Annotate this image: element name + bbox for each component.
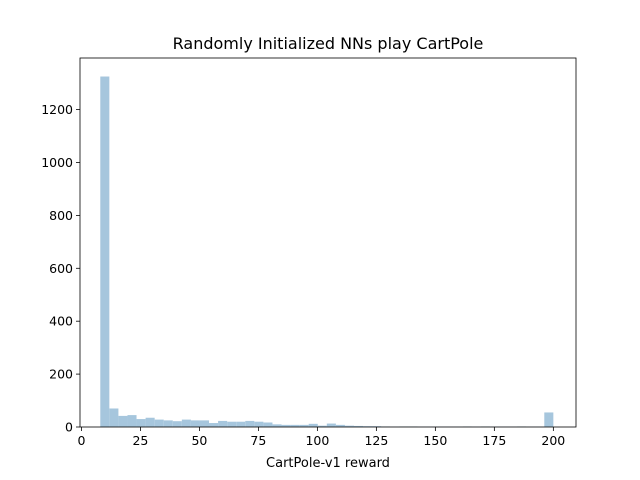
- histogram-bar: [254, 421, 264, 427]
- y-axis-ticks: 0 200 400 600 800 1000 1200: [41, 102, 80, 435]
- histogram-bar: [163, 420, 173, 427]
- chart-title: Randomly Initialized NNs play CartPole: [173, 34, 484, 53]
- histogram-bar: [181, 419, 191, 427]
- x-tick-label: 75: [250, 433, 266, 448]
- histogram-bar: [118, 415, 128, 427]
- histogram-bar: [218, 420, 228, 427]
- histogram-bar: [172, 421, 182, 427]
- y-tick-label: 1000: [41, 155, 73, 170]
- bars-group: [100, 76, 554, 428]
- x-tick-label: 150: [423, 433, 447, 448]
- y-tick-label: 400: [49, 314, 73, 329]
- histogram-bar: [127, 415, 137, 427]
- histogram-bar: [227, 421, 237, 427]
- x-tick-label: 125: [364, 433, 388, 448]
- histogram-bar: [317, 425, 327, 427]
- histogram-bar: [544, 412, 554, 427]
- histogram-bar: [335, 424, 345, 427]
- y-tick-label: 800: [49, 208, 73, 223]
- histogram-bar: [154, 419, 164, 427]
- x-axis-ticks: 0 25 50 75 100 125 150 175 200: [77, 427, 565, 448]
- x-tick-label: 175: [482, 433, 506, 448]
- x-axis-label: CartPole-v1 reward: [266, 456, 390, 471]
- histogram-bar: [281, 424, 291, 427]
- histogram-bar: [100, 76, 110, 428]
- histogram-bar: [199, 420, 210, 427]
- histogram-bar: [299, 424, 309, 427]
- y-tick-label: 0: [65, 420, 73, 435]
- histogram-bar: [109, 408, 119, 427]
- histogram-bar: [344, 425, 355, 427]
- x-tick-label: 100: [305, 433, 329, 448]
- histogram-bar: [308, 423, 318, 427]
- histogram-bar: [236, 421, 246, 427]
- y-tick-label: 600: [49, 261, 73, 276]
- histogram-bar: [145, 417, 155, 427]
- x-tick-label: 25: [132, 433, 148, 448]
- histogram-bar: [136, 419, 146, 427]
- histogram-bar: [290, 424, 300, 427]
- x-tick-label: 0: [77, 433, 85, 448]
- histogram-bar: [190, 420, 200, 427]
- histogram-bar: [209, 423, 219, 427]
- histogram-bar: [354, 425, 364, 427]
- histogram-bar: [245, 420, 255, 427]
- y-tick-label: 1200: [41, 102, 73, 117]
- x-tick-label: 200: [541, 433, 565, 448]
- histogram-bar: [263, 422, 273, 427]
- histogram-bar: [326, 423, 336, 427]
- x-tick-label: 50: [191, 433, 207, 448]
- histogram-bar: [272, 424, 282, 427]
- y-tick-label: 200: [49, 367, 73, 382]
- plot-frame: [79, 57, 577, 428]
